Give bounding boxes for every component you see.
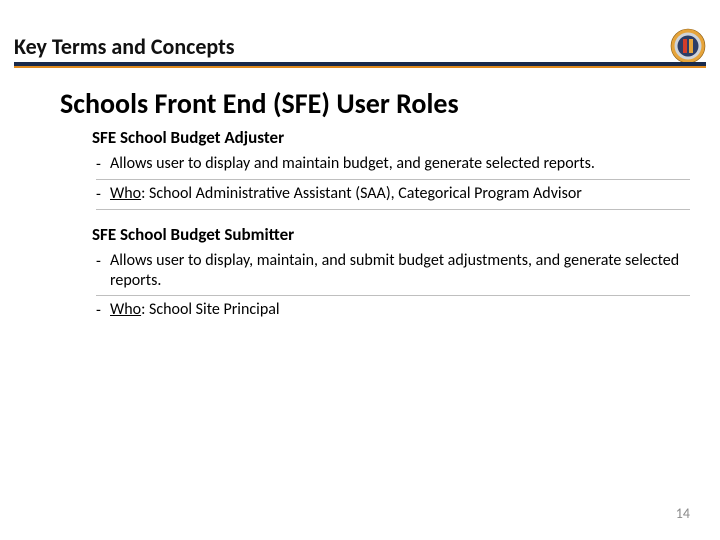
who-label: Who: [110, 300, 141, 319]
main-heading: Schools Front End (SFE) User Roles: [60, 86, 690, 121]
dash-icon: -: [96, 251, 110, 272]
dash-icon: -: [96, 184, 110, 205]
dash-icon: -: [96, 300, 110, 321]
section-title: SFE School Budget Adjuster: [92, 127, 690, 148]
who-label: Who: [110, 184, 141, 203]
header-underline: [14, 62, 706, 68]
slide: Key Terms and Concepts Schools Front End…: [0, 0, 720, 540]
bullet-item: - Who: School Administrative Assistant (…: [96, 180, 690, 210]
section-title: SFE School Budget Submitter: [92, 224, 690, 245]
bullet-item: - Who: School Site Principal: [96, 296, 690, 325]
bullet-text: Who: School Administrative Assistant (SA…: [110, 184, 690, 204]
bullet-text: Allows user to display and maintain budg…: [110, 154, 690, 174]
bullet-text: Allows user to display, maintain, and su…: [110, 251, 690, 291]
bullet-item: - Allows user to display, maintain, and …: [96, 247, 690, 296]
header-row: Key Terms and Concepts: [14, 28, 706, 64]
who-text: : School Administrative Assistant (SAA),…: [141, 184, 582, 203]
bullet-block: - Allows user to display, maintain, and …: [96, 247, 690, 325]
bullet-block: - Allows user to display and maintain bu…: [96, 150, 690, 210]
dash-icon: -: [96, 154, 110, 175]
page-number: 14: [676, 505, 690, 522]
who-text: : School Site Principal: [141, 300, 279, 319]
header-title: Key Terms and Concepts: [14, 33, 235, 60]
content-area: Schools Front End (SFE) User Roles SFE S…: [60, 86, 690, 325]
bullet-text: Who: School Site Principal: [110, 300, 690, 320]
seal-logo-icon: [670, 28, 706, 64]
bullet-item: - Allows user to display and maintain bu…: [96, 150, 690, 180]
